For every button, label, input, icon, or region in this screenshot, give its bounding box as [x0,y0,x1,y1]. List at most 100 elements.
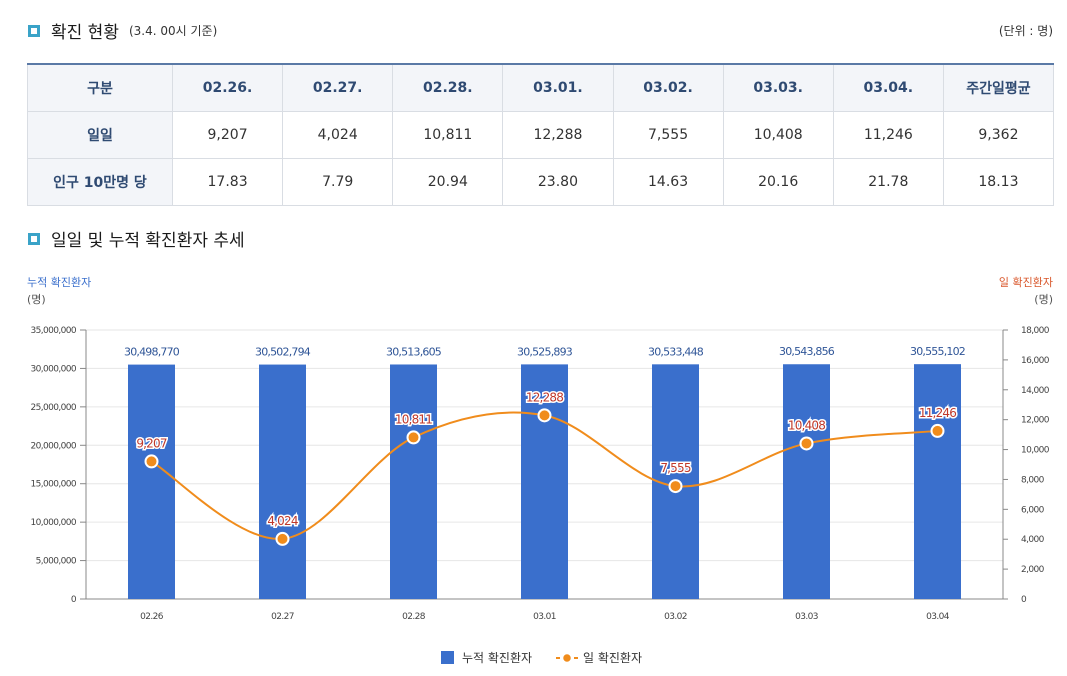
right-tick-label: 12,000 [1021,416,1050,426]
row-label: 인구 10만명 당 [27,158,173,206]
trend-chart: 0 5,000,000 10,000,000 15,000,000 20,000,000… [27,275,1053,665]
line-value-label: 12,288 [526,390,563,404]
table-cell: 21.78 [832,158,944,206]
bar-value-label: 30,533,448 [648,345,704,358]
table-cell: 14.63 [612,158,724,206]
line-value-label: 10,811 [395,412,432,426]
table-header-cell: 구분 [27,63,173,112]
line-point [144,454,159,469]
right-tick-label: 6,000 [1021,505,1045,515]
line-point [799,436,814,451]
bar [521,364,568,599]
right-tick-label: 10,000 [1021,446,1050,456]
left-tick-label: 20,000,000 [30,441,76,451]
table-header-cell: 02.28. [392,63,504,112]
table-row-daily: 일일 9,207 4,024 10,811 12,288 7,555 10,40… [27,111,1055,159]
bar-value-label: 30,502,794 [255,346,311,359]
section-heading-status: 확진 현황 (3.4. 00시 기준) [28,18,217,43]
line-value-label: 10,408 [788,418,825,432]
bar-value-label: 30,555,102 [910,345,965,358]
line-value-label: 9,207 [136,436,167,450]
bar [128,364,175,599]
x-tick-label: 02.27 [271,612,294,622]
unit-label: (단위 : 명) [998,24,1053,38]
section-subtitle: (3.4. 00시 기준) [128,24,218,38]
left-tick-label: 35,000,000 [30,326,76,336]
left-axis-unit: (명) [27,293,46,306]
table-header-cell: 03.03. [722,63,834,112]
table-cell: 20.94 [392,158,504,206]
line-point [930,423,945,438]
x-tick-label: 03.02 [664,612,687,622]
right-tick-label: 14,000 [1021,386,1050,396]
table-cell: 4,024 [282,111,394,159]
line-point [275,531,290,546]
table-cell: 7,555 [612,111,724,159]
bar-value-label: 30,513,605 [386,345,442,358]
square-bullet-icon [28,24,40,37]
left-tick-label: 15,000,000 [30,480,76,490]
right-axis-unit: (명) [1034,293,1053,306]
section-title: 확진 현황 [51,23,119,43]
row-label: 일일 [27,111,173,159]
table-header-cell: 03.04. [832,63,944,112]
left-tick-label: 25,000,000 [30,403,76,413]
right-tick-label: 18,000 [1021,326,1050,336]
x-tick-label: 02.28 [402,612,426,622]
bar [914,364,961,599]
bar-value-label: 30,543,856 [779,345,835,358]
table-cell: 10,811 [392,111,504,159]
status-table: 구분 02.26. 02.27. 02.28. 03.01. 03.02. 03… [27,63,1055,206]
x-tick-label: 03.03 [795,612,818,622]
table-header-cell: 03.02. [612,63,724,112]
table-cell: 9,362 [942,111,1055,159]
legend-bar-swatch [441,651,454,664]
line-value-label: 11,246 [919,406,956,420]
table-header-cell: 03.01. [502,63,614,112]
line-point [537,408,552,423]
legend-line-marker [561,652,573,664]
section-title: 일일 및 누적 확진환자 추세 [51,231,245,251]
table-cell: 23.80 [502,158,614,206]
right-tick-label: 16,000 [1021,356,1050,366]
right-axis-title: 일 확진환자 [999,275,1053,289]
line-value-label: 7,555 [660,461,691,475]
right-tick-label: 0 [1021,595,1027,605]
table-header-cell: 주간일평균 [942,63,1055,112]
section-heading-trend: 일일 및 누적 확진환자 추세 [28,226,245,251]
left-tick-label: 5,000,000 [36,557,77,567]
table-cell: 7.79 [282,158,394,206]
bar [259,364,306,599]
x-tick-label: 02.26 [140,612,164,622]
table-header-cell: 02.27. [282,63,394,112]
line-point [668,479,683,494]
table-row-per-100k: 인구 10만명 당 17.83 7.79 20.94 23.80 14.63 2… [27,158,1055,206]
right-tick-label: 2,000 [1021,565,1045,575]
table-header-cell: 02.26. [171,63,284,112]
table-cell: 17.83 [171,158,284,206]
bar [390,364,437,599]
left-axis-title: 누적 확진환자 [27,276,91,289]
line-value-label: 4,024 [267,514,298,528]
legend-bar-label: 누적 확진환자 [462,651,532,665]
right-tick-label: 4,000 [1021,535,1045,545]
table-cell: 18.13 [942,158,1055,206]
bar-value-label: 30,498,770 [124,346,180,359]
x-tick-label: 03.04 [926,612,950,622]
x-tick-label: 03.01 [533,612,556,622]
table-cell: 11,246 [832,111,944,159]
left-tick-label: 10,000,000 [30,518,76,528]
left-tick-label: 30,000,000 [30,364,76,374]
table-header-row: 구분 02.26. 02.27. 02.28. 03.01. 03.02. 03… [27,63,1055,112]
table-cell: 10,408 [722,111,834,159]
bar [783,364,830,599]
bar-value-label: 30,525,893 [517,345,573,358]
left-tick-label: 0 [71,595,77,605]
table-cell: 9,207 [171,111,284,159]
right-tick-label: 8,000 [1021,475,1045,485]
square-bullet-icon [28,232,40,245]
line-point [406,430,421,445]
legend-line-label: 일 확진환자 [583,651,642,665]
table-cell: 12,288 [502,111,614,159]
table-cell: 20.16 [722,158,834,206]
